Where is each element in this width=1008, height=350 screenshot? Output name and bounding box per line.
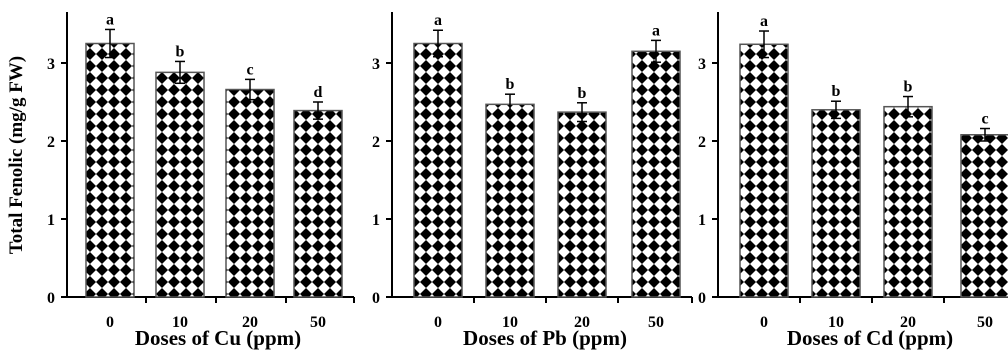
y-tick-label: 0 bbox=[698, 290, 706, 307]
bar bbox=[155, 71, 205, 298]
y-tick-label: 3 bbox=[47, 56, 55, 73]
y-tick-label: 1 bbox=[47, 212, 55, 229]
y-tick-label: 2 bbox=[47, 134, 55, 151]
bar bbox=[413, 42, 463, 298]
significance-label: b bbox=[176, 43, 185, 60]
x-tick-label: 0 bbox=[106, 314, 114, 331]
significance-label: a bbox=[434, 12, 442, 29]
x-tick-label: 10 bbox=[502, 314, 518, 331]
bar bbox=[293, 109, 343, 298]
x-tick-label: 20 bbox=[242, 314, 258, 331]
bar bbox=[883, 105, 933, 298]
x-tick-label: 10 bbox=[828, 314, 844, 331]
y-tick-label: 2 bbox=[698, 134, 706, 151]
x-tick-label: 0 bbox=[434, 314, 442, 331]
x-axis-label: Doses of Cu (ppm) bbox=[135, 326, 301, 350]
significance-label: c bbox=[981, 111, 988, 128]
x-tick-label: 50 bbox=[310, 314, 326, 331]
significance-label: b bbox=[578, 85, 587, 102]
y-tick-label: 1 bbox=[372, 212, 380, 229]
significance-label: a bbox=[760, 13, 768, 30]
bar bbox=[631, 50, 681, 298]
x-axis-label: Doses of Cd (ppm) bbox=[787, 326, 953, 350]
significance-label: a bbox=[106, 11, 114, 28]
y-tick-label: 0 bbox=[372, 290, 380, 307]
chart-panel-2: 0 1 2 3 a 0 b 10 b 20 a 50 Doses of Pb (ppm) bbox=[372, 12, 693, 350]
bar bbox=[225, 88, 275, 298]
x-tick-label: 50 bbox=[648, 314, 664, 331]
significance-label: b bbox=[832, 83, 841, 100]
x-tick-label: 20 bbox=[574, 314, 590, 331]
x-tick-label: 10 bbox=[172, 314, 188, 331]
y-tick-label: 0 bbox=[47, 290, 55, 307]
bar bbox=[557, 111, 607, 298]
x-tick-label: 50 bbox=[977, 314, 993, 331]
x-tick-label: 20 bbox=[900, 314, 916, 331]
y-tick-label: 1 bbox=[698, 212, 706, 229]
bar bbox=[960, 134, 1008, 298]
y-tick-label: 3 bbox=[698, 56, 706, 73]
y-tick-label: 3 bbox=[372, 56, 380, 73]
x-tick-label: 0 bbox=[760, 314, 768, 331]
significance-label: b bbox=[904, 79, 913, 96]
significance-label: c bbox=[246, 61, 253, 78]
significance-label: d bbox=[314, 84, 323, 101]
bar bbox=[485, 103, 535, 298]
chart-panel-1: 0 1 2 3 a 0 b 10 c 20 d 50 Doses of Cu (ppm) bbox=[47, 11, 355, 350]
significance-label: a bbox=[652, 22, 660, 39]
chart-panel-3: 0 1 2 3 a 0 b 10 b 20 c 50 Doses of Cd (ppm) bbox=[698, 12, 1008, 350]
x-axis-label: Doses of Pb (ppm) bbox=[463, 326, 627, 350]
bar bbox=[739, 43, 789, 298]
y-tick-label: 2 bbox=[372, 134, 380, 151]
y-axis-label: Total Fenolic (mg/g FW) bbox=[6, 56, 27, 254]
bar bbox=[85, 42, 135, 298]
bar bbox=[811, 109, 861, 298]
significance-label: b bbox=[506, 76, 515, 93]
